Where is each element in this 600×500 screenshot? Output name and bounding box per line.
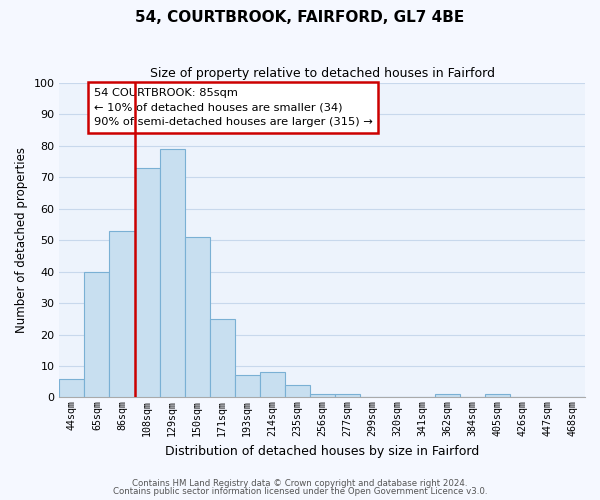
Bar <box>209 319 235 398</box>
Text: 54 COURTBROOK: 85sqm
← 10% of detached houses are smaller (34)
90% of semi-detac: 54 COURTBROOK: 85sqm ← 10% of detached h… <box>94 88 373 128</box>
Bar <box>185 237 209 398</box>
Bar <box>160 149 185 398</box>
Bar <box>284 385 310 398</box>
Bar <box>109 231 134 398</box>
Bar <box>335 394 360 398</box>
Y-axis label: Number of detached properties: Number of detached properties <box>15 147 28 333</box>
Text: Contains public sector information licensed under the Open Government Licence v3: Contains public sector information licen… <box>113 487 487 496</box>
Bar <box>85 272 109 398</box>
Bar <box>134 168 160 398</box>
Bar <box>310 394 335 398</box>
Text: Contains HM Land Registry data © Crown copyright and database right 2024.: Contains HM Land Registry data © Crown c… <box>132 478 468 488</box>
Bar <box>59 378 85 398</box>
Bar <box>235 376 260 398</box>
Title: Size of property relative to detached houses in Fairford: Size of property relative to detached ho… <box>150 68 495 80</box>
X-axis label: Distribution of detached houses by size in Fairford: Distribution of detached houses by size … <box>165 444 479 458</box>
Bar <box>485 394 510 398</box>
Bar <box>260 372 284 398</box>
Text: 54, COURTBROOK, FAIRFORD, GL7 4BE: 54, COURTBROOK, FAIRFORD, GL7 4BE <box>136 10 464 25</box>
Bar <box>435 394 460 398</box>
